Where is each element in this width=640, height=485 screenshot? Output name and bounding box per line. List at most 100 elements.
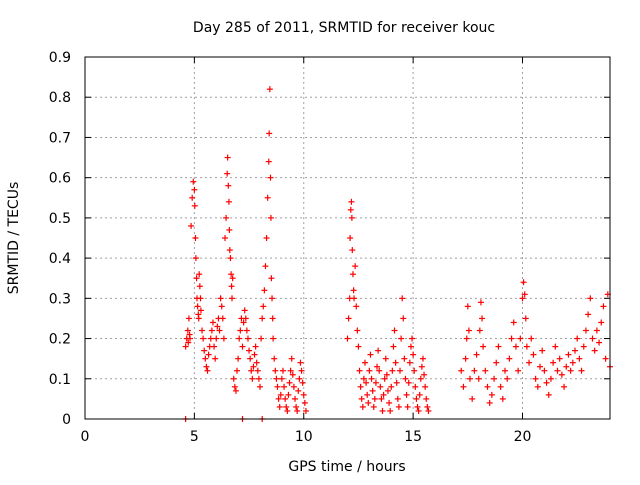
data-point bbox=[218, 303, 225, 310]
data-point bbox=[539, 347, 546, 354]
data-point bbox=[299, 379, 306, 386]
data-point bbox=[264, 194, 271, 201]
data-point bbox=[199, 327, 206, 334]
data-point bbox=[502, 367, 508, 374]
data-point bbox=[350, 287, 357, 294]
data-point bbox=[283, 403, 290, 410]
data-point bbox=[348, 214, 355, 221]
data-point bbox=[192, 255, 199, 262]
data-point bbox=[569, 359, 576, 366]
data-point bbox=[410, 351, 417, 358]
y-tick-label: 0.5 bbox=[49, 211, 71, 227]
data-point bbox=[506, 355, 513, 362]
y-tick-label: 0.7 bbox=[49, 130, 71, 146]
data-point bbox=[196, 283, 203, 290]
data-point bbox=[497, 383, 504, 390]
data-point bbox=[400, 315, 407, 322]
data-point bbox=[225, 182, 232, 189]
data-point bbox=[269, 295, 276, 302]
data-point bbox=[202, 355, 209, 362]
data-point bbox=[392, 359, 399, 366]
data-point bbox=[476, 327, 483, 334]
data-point bbox=[486, 399, 493, 406]
data-point bbox=[351, 295, 358, 302]
data-point bbox=[260, 303, 267, 310]
data-point bbox=[424, 403, 431, 410]
data-point bbox=[190, 178, 197, 185]
data-point bbox=[587, 295, 594, 302]
data-point bbox=[200, 335, 207, 342]
data-point bbox=[384, 387, 391, 394]
data-point bbox=[237, 327, 244, 334]
data-point bbox=[217, 295, 224, 302]
data-point bbox=[253, 359, 260, 366]
data-point bbox=[561, 383, 568, 390]
data-point bbox=[185, 315, 192, 322]
data-point bbox=[414, 403, 421, 410]
data-point bbox=[230, 375, 237, 382]
data-point bbox=[416, 391, 423, 398]
data-point bbox=[248, 367, 255, 374]
data-point bbox=[465, 327, 472, 334]
data-point bbox=[471, 367, 478, 374]
data-point bbox=[258, 335, 265, 342]
data-point bbox=[216, 327, 223, 334]
data-point bbox=[189, 194, 196, 201]
data-point bbox=[532, 375, 539, 382]
data-point bbox=[393, 379, 400, 386]
data-point bbox=[484, 383, 491, 390]
data-point bbox=[563, 363, 570, 370]
data-point bbox=[298, 367, 305, 374]
data-point bbox=[344, 335, 351, 342]
data-point bbox=[387, 407, 394, 414]
data-point bbox=[388, 383, 395, 390]
data-point bbox=[482, 367, 489, 374]
data-point bbox=[469, 395, 476, 402]
data-point bbox=[504, 375, 511, 382]
data-point bbox=[349, 247, 356, 254]
data-point bbox=[266, 86, 273, 93]
data-point bbox=[352, 263, 359, 270]
x-tick-label: 20 bbox=[514, 429, 532, 445]
data-point bbox=[364, 391, 371, 398]
data-point bbox=[360, 375, 367, 382]
data-point bbox=[407, 343, 414, 350]
data-point bbox=[278, 375, 285, 382]
data-point bbox=[589, 335, 596, 342]
x-tick-label: 15 bbox=[404, 429, 422, 445]
data-point bbox=[574, 335, 581, 342]
data-point bbox=[232, 387, 239, 394]
data-point bbox=[391, 327, 398, 334]
data-point bbox=[212, 355, 219, 362]
data-point bbox=[224, 154, 231, 161]
data-point bbox=[365, 399, 372, 406]
data-point bbox=[236, 335, 243, 342]
data-point bbox=[250, 363, 257, 370]
data-point bbox=[234, 367, 241, 374]
x-axis-label: GPS time / hours bbox=[288, 459, 405, 475]
data-point bbox=[262, 263, 269, 270]
data-point bbox=[297, 359, 304, 366]
data-point bbox=[412, 383, 419, 390]
data-point bbox=[281, 383, 288, 390]
data-point bbox=[421, 371, 428, 378]
data-point bbox=[422, 383, 429, 390]
data-point bbox=[261, 287, 268, 294]
data-point bbox=[521, 291, 528, 298]
y-tick-label: 0.4 bbox=[49, 251, 71, 267]
data-point bbox=[411, 367, 418, 374]
data-point bbox=[499, 395, 506, 402]
data-point bbox=[418, 363, 425, 370]
plot-frame bbox=[84, 56, 611, 420]
data-point bbox=[375, 347, 382, 354]
data-point bbox=[462, 355, 469, 362]
data-point bbox=[371, 395, 378, 402]
data-point bbox=[288, 355, 295, 362]
data-point bbox=[224, 170, 231, 177]
data-point bbox=[347, 235, 354, 241]
data-point bbox=[345, 315, 352, 322]
data-point bbox=[576, 355, 583, 362]
data-point bbox=[556, 355, 563, 362]
